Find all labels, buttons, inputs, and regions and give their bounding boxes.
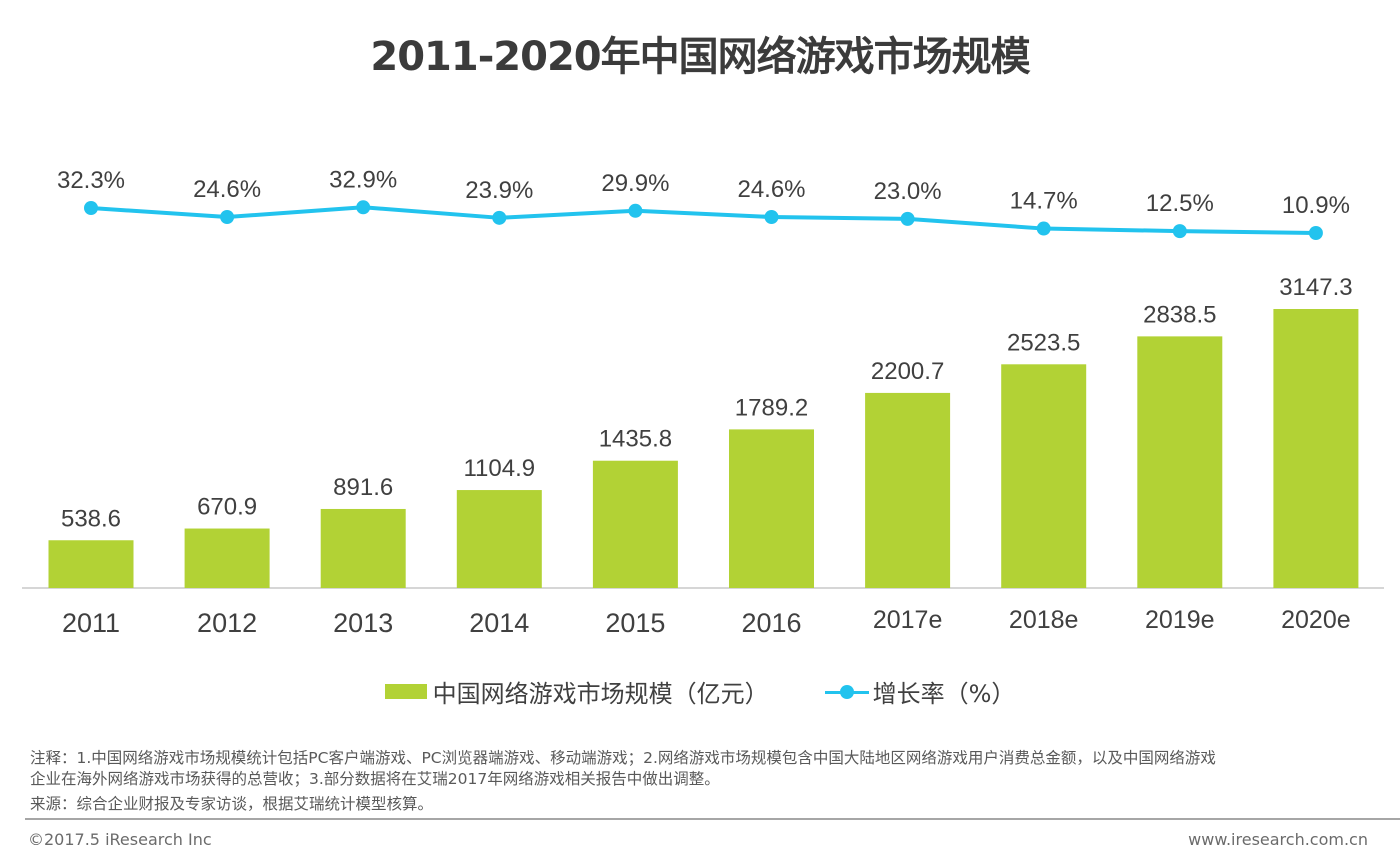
bar-value-label: 670.9 [197,494,257,521]
bar-2011 [48,540,134,588]
legend-label-market-size: 中国网络游戏市场规模（亿元） [432,680,769,708]
x-tick-label: 2020e [1281,606,1351,634]
x-tick-label: 2017e [873,606,943,634]
bar-value-label: 1435.8 [599,426,672,453]
notes-section: 注释：1.中国网络游戏市场规模统计包括PC客户端游戏、PC浏览器端游戏、移动端游… [30,748,1390,815]
chart-area: 538.6 2011 670.9 2012 891.6 2013 1104.9 2014 143… [22,166,1384,638]
x-tick-label: 2013 [333,608,393,638]
legend-item-market-size: 中国网络游戏市场规模（亿元） [384,674,769,709]
bar-value-label: 891.6 [333,474,393,501]
growth-value-label: 23.9% [465,177,533,204]
bar-2020e [1273,309,1359,588]
bar-value-label: 1789.2 [735,394,808,421]
bar-2014 [456,490,542,588]
growth-value-label: 12.5% [1146,190,1214,217]
website-link[interactable]: www.iresearch.com.cn [1188,830,1368,849]
growth-value-label: 23.0% [874,178,942,205]
bar-2015 [592,460,678,588]
note-line-2: 企业在海外网络游戏市场获得的总营收；3.部分数据将在艾瑞2017年网络游戏相关报… [30,770,720,788]
bar-2012 [184,528,270,588]
growth-value-label: 32.3% [57,167,125,194]
x-tick-label: 2018e [1009,606,1079,634]
x-tick-label: 2011 [62,608,120,638]
x-tick-label: 2012 [197,608,257,638]
bar-value-label: 3147.3 [1279,274,1352,301]
growth-value-label: 14.7% [1010,188,1078,215]
growth-point-2011 [84,201,98,215]
x-tick-label: 2015 [605,608,665,638]
footer-divider [25,818,1400,820]
growth-value-label: 29.9% [601,170,669,197]
copyright: ©2017.5 iResearch Inc [28,830,212,849]
bar-2018e [1001,364,1087,588]
chart-legend: 中国网络游戏市场规模（亿元） 增长率（%） [0,674,1400,709]
bar-value-label: 538.6 [61,505,121,532]
growth-point-2019e [1172,224,1187,239]
growth-point-2017e [900,211,915,226]
growth-value-label: 32.9% [329,166,397,193]
growth-point-2016 [764,209,779,224]
growth-point-2018e [1036,221,1051,236]
legend-line-marker-icon [824,682,869,702]
legend-label-growth-rate: 增长率（%） [872,680,1016,708]
growth-point-2015 [628,203,643,218]
growth-value-label: 24.6% [193,176,261,203]
growth-point-2013 [356,200,371,215]
growth-point-2014 [492,210,507,225]
growth-rate-line [90,205,1316,235]
x-tick-label: 2016 [741,608,801,638]
bar-value-label: 2200.7 [871,358,944,385]
growth-value-label: 10.9% [1282,192,1350,219]
bar-value-label: 1104.9 [463,455,535,482]
x-tick-label: 2019e [1145,606,1215,634]
bar-2017e [865,392,951,588]
growth-value-label: 24.6% [737,176,805,203]
growth-point-2020e [1308,226,1323,240]
source-note: 来源：综合企业财报及专家访谈，根据艾瑞统计模型核算。 [30,795,434,813]
x-tick-label: 2014 [469,608,529,638]
bar-2016 [729,429,814,588]
bar-value-label: 2523.5 [1007,329,1080,356]
chart-title: 2011-2020年中国网络游戏市场规模 [370,34,1030,80]
legend-item-growth-rate: 增长率（%） [824,674,1016,709]
bar-2019e [1137,336,1223,588]
note-line-1: 注释：1.中国网络游戏市场规模统计包括PC客户端游戏、PC浏览器端游戏、移动端游… [30,749,1216,767]
growth-point-2012 [220,209,235,224]
legend-bar-swatch-icon [384,684,427,699]
bar-value-label: 2838.5 [1143,301,1216,328]
bar-2013 [320,508,406,588]
